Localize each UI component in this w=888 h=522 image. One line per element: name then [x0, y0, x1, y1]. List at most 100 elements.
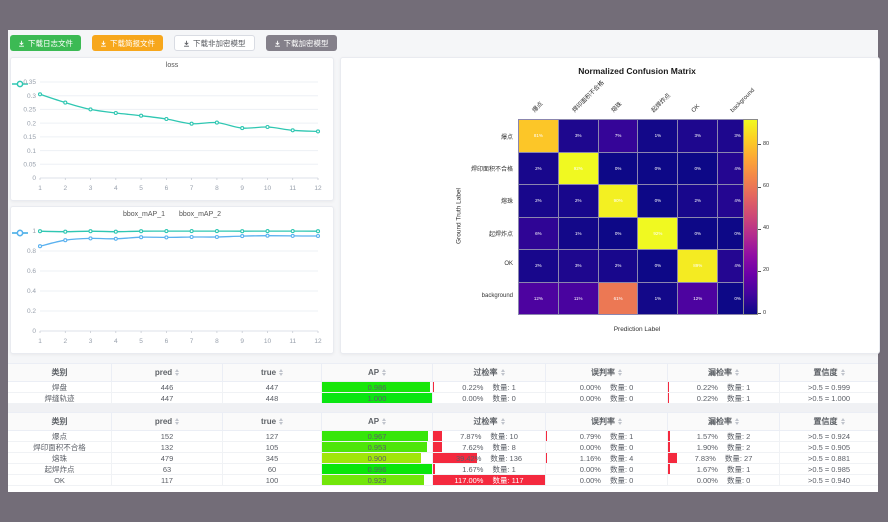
confusion-matrix-row-label: background: [481, 293, 513, 300]
svg-text:5: 5: [139, 338, 143, 345]
button-label: 下载非加密模型: [193, 38, 246, 48]
download-encrypted-model-button[interactable]: 下载加密模型: [265, 35, 337, 51]
ap-bar: [322, 431, 429, 441]
col-header-miss-rate[interactable]: 漏检率: [668, 413, 780, 430]
rate-count: 数量: 136: [490, 453, 523, 463]
rate-percent: 7.87%: [460, 431, 482, 441]
sort-icon[interactable]: [279, 369, 284, 376]
table-header-row: 类别 pred true AP 过检率 误判率 漏检率 置信度: [8, 363, 878, 382]
cell-pred: 447: [112, 393, 223, 403]
sort-icon[interactable]: [175, 369, 180, 376]
col-header-label: pred: [154, 368, 173, 377]
rate-count: 数量: 0: [609, 475, 634, 485]
cell-class: 焊印面积不合格: [8, 442, 112, 452]
rate-percent: 1.57%: [696, 431, 718, 441]
sort-icon[interactable]: [500, 418, 505, 425]
col-header-label: true: [260, 417, 277, 426]
confusion-matrix-cell: 1%: [638, 282, 678, 314]
rate-percent: 1.16%: [579, 453, 601, 463]
col-header-ap[interactable]: AP: [322, 413, 433, 430]
rate-bar: [668, 453, 677, 463]
cell-class: 焊盘: [8, 382, 112, 392]
col-header-ap[interactable]: AP: [322, 364, 433, 381]
sort-icon[interactable]: [735, 369, 739, 376]
cell-miss-rate: 1.67% 数量: 1: [668, 464, 780, 474]
sort-icon[interactable]: [840, 418, 845, 425]
ap-value: 0.900: [367, 453, 387, 463]
cell-confidence: >0.5 = 0.881: [780, 453, 878, 463]
col-header-over-rate[interactable]: 过检率: [433, 364, 546, 381]
legend-item-bbox_mAP_2[interactable]: bbox_mAP_2: [12, 211, 221, 237]
true-value: 127: [265, 431, 279, 441]
table-header-row: 类别 pred true AP 过检率 误判率 漏检率 置信度: [8, 412, 878, 431]
legend-item-bbox_mAP_1[interactable]: bbox_mAP_1: [12, 211, 165, 237]
col-header-pred[interactable]: pred: [112, 413, 223, 430]
confusion-matrix-cell: 3%: [558, 120, 598, 152]
col-header-miss-rate[interactable]: 漏检率: [668, 364, 780, 381]
sort-icon[interactable]: [175, 418, 180, 425]
sort-icon[interactable]: [735, 418, 739, 425]
col-header-true[interactable]: true: [223, 413, 322, 430]
col-header-misjudge-rate[interactable]: 误判率: [546, 364, 668, 381]
col-header-label: AP: [367, 368, 380, 377]
download-report-button[interactable]: 下载简报文件: [92, 35, 163, 51]
confusion-matrix-cell: 2%: [598, 250, 638, 282]
cell-misjudge-rate: 1.16% 数量: 4: [546, 453, 668, 463]
confusion-matrix-column-labels: 爆点 焊印面积不合格 熔珠 起焊炸点 OK background: [518, 58, 757, 116]
sort-asc-icon: [279, 418, 284, 421]
col-header-confidence[interactable]: 置信度: [780, 413, 878, 430]
rate-percent: 0.00%: [579, 442, 601, 452]
rate-percent: 1.67%: [696, 464, 718, 474]
sort-icon[interactable]: [279, 418, 284, 425]
sort-icon[interactable]: [382, 369, 387, 376]
svg-text:10: 10: [264, 185, 272, 192]
colorbar-tick-label: 20: [763, 267, 770, 274]
confusion-matrix-col-label: 熔珠: [610, 101, 624, 114]
svg-text:4: 4: [114, 185, 118, 192]
ap-value: 0.996: [367, 464, 387, 474]
sort-icon[interactable]: [840, 369, 845, 376]
col-header-pred[interactable]: pred: [112, 364, 223, 381]
legend-item-loss[interactable]: loss: [12, 62, 178, 88]
download-plain-model-button[interactable]: 下载非加密模型: [174, 35, 255, 51]
table-row: 起焊炸点 63 60 0.996 1.67% 数量: 1 0.00% 数量: 0 1.67% 数量…: [8, 464, 878, 475]
confusion-matrix-cell: 81%: [519, 120, 558, 152]
cell-pred: 132: [112, 442, 223, 452]
rate-percent: 7.62%: [462, 442, 484, 452]
col-header-true[interactable]: true: [223, 364, 322, 381]
cell-class: OK: [8, 475, 112, 485]
download-log-button[interactable]: 下载日志文件: [10, 35, 81, 51]
sort-icon[interactable]: [618, 369, 622, 376]
col-header-over-rate[interactable]: 过检率: [433, 413, 546, 430]
rate-percent: 0.22%: [462, 382, 484, 392]
confusion-matrix-col-label: 爆点: [531, 101, 545, 114]
cell-confidence: >0.5 = 0.999: [780, 382, 878, 392]
rate-percent: 7.83%: [694, 453, 716, 463]
ap-bar: [322, 442, 427, 452]
col-header-misjudge-rate[interactable]: 误判率: [546, 413, 668, 430]
table-row: 焊印面积不合格 132 105 0.953 7.62% 数量: 8 0.00% 数量: 0 1.…: [8, 442, 878, 453]
col-header-label: 误判率: [591, 368, 615, 377]
col-header-label: 类别: [51, 368, 68, 377]
cell-ap: 0.996: [322, 464, 433, 474]
cell-class: 焊缝轨迹: [8, 393, 112, 403]
rate-bar: [433, 382, 434, 392]
sort-icon[interactable]: [500, 369, 505, 376]
confusion-matrix-cell: 0%: [678, 217, 718, 249]
confusion-matrix-row-label: 熔珠: [500, 199, 513, 206]
cell-true: 447: [223, 382, 322, 392]
ap-value: 0.929: [367, 475, 387, 485]
sort-icon[interactable]: [382, 418, 387, 425]
confidence-value: >0.5 = 1.000: [807, 393, 851, 403]
sort-icon[interactable]: [618, 418, 622, 425]
cell-miss-rate: 7.83% 数量: 27: [668, 453, 780, 463]
confusion-matrix-cell: 92%: [638, 217, 678, 249]
toolbar: 下载日志文件 下载简报文件 下载非加密模型 下载加密模型: [10, 35, 337, 51]
sort-asc-icon: [735, 418, 739, 421]
rate-bar: [433, 442, 442, 452]
svg-text:0.4: 0.4: [27, 288, 36, 295]
svg-text:9: 9: [240, 185, 244, 192]
col-header-label: AP: [367, 417, 380, 426]
rate-percent: 0.22%: [696, 393, 718, 403]
col-header-confidence[interactable]: 置信度: [780, 364, 878, 381]
